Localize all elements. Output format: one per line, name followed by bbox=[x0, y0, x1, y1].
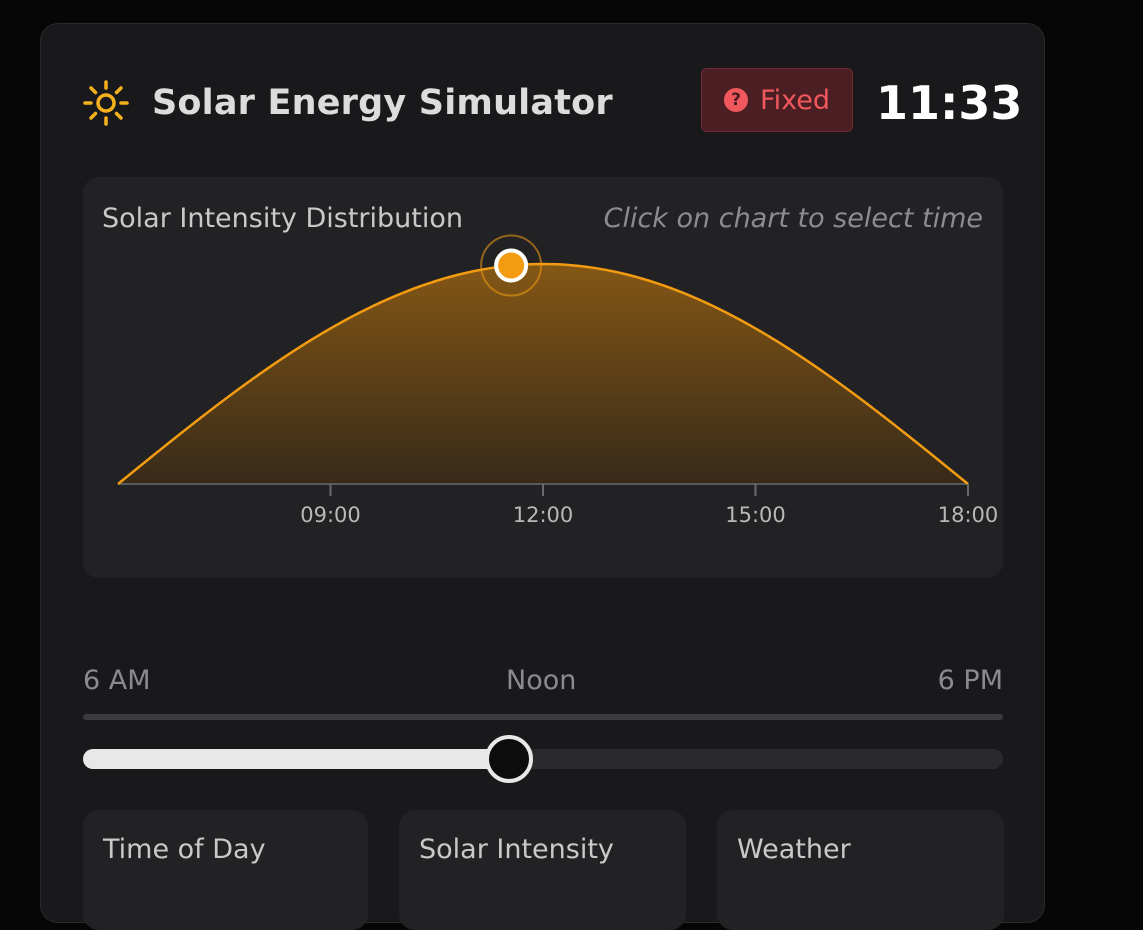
x-tick-label: 18:00 bbox=[938, 503, 999, 527]
slider-scale: 6 AM Noon 6 PM bbox=[83, 665, 1003, 699]
page-title: Solar Energy Simulator bbox=[152, 83, 613, 123]
time-slider[interactable] bbox=[83, 735, 1003, 783]
scale-start-label: 6 AM bbox=[83, 665, 151, 696]
simulator-card: Solar Energy Simulator ? Fixed 11:33 Sol… bbox=[40, 23, 1045, 930]
selected-time-halo bbox=[480, 234, 543, 297]
chart-title: Solar Intensity Distribution bbox=[102, 203, 464, 234]
stat-card-time: Time of Day bbox=[83, 810, 368, 930]
stat-card-weather: Weather bbox=[717, 810, 1004, 930]
mode-toggle-button[interactable]: ? Fixed bbox=[701, 68, 853, 132]
stat-label-time: Time of Day bbox=[103, 834, 266, 865]
x-tick-label: 12:00 bbox=[513, 503, 574, 527]
stat-label-weather: Weather bbox=[737, 834, 851, 865]
chart-hint: Click on chart to select time bbox=[603, 203, 983, 234]
x-tick-label: 15:00 bbox=[725, 503, 786, 527]
stat-card-intensity: Solar Intensity bbox=[399, 810, 686, 930]
question-icon: ? bbox=[724, 88, 749, 112]
chart-plot[interactable]: 09:00 12:00 15:00 18:00 bbox=[83, 177, 1003, 578]
intensity-chart[interactable]: Solar Intensity Distribution Click on ch… bbox=[83, 177, 1003, 578]
stat-label-intensity: Solar Intensity bbox=[419, 834, 614, 865]
slider-thumb[interactable] bbox=[484, 735, 533, 783]
intensity-area bbox=[118, 264, 968, 484]
header: Solar Energy Simulator ? Fixed 11:33 bbox=[83, 68, 1022, 134]
current-time: 11:33 bbox=[876, 76, 1023, 130]
sun-icon bbox=[83, 80, 129, 126]
scale-mid-label: Noon bbox=[506, 665, 577, 696]
scale-track bbox=[83, 714, 1003, 720]
mode-label: Fixed bbox=[760, 84, 830, 116]
slider-fill bbox=[83, 749, 509, 769]
x-tick-label: 09:00 bbox=[300, 503, 361, 527]
scale-end-label: 6 PM bbox=[937, 665, 1003, 696]
selected-time-marker[interactable] bbox=[494, 248, 529, 283]
intensity-line bbox=[117, 262, 969, 485]
